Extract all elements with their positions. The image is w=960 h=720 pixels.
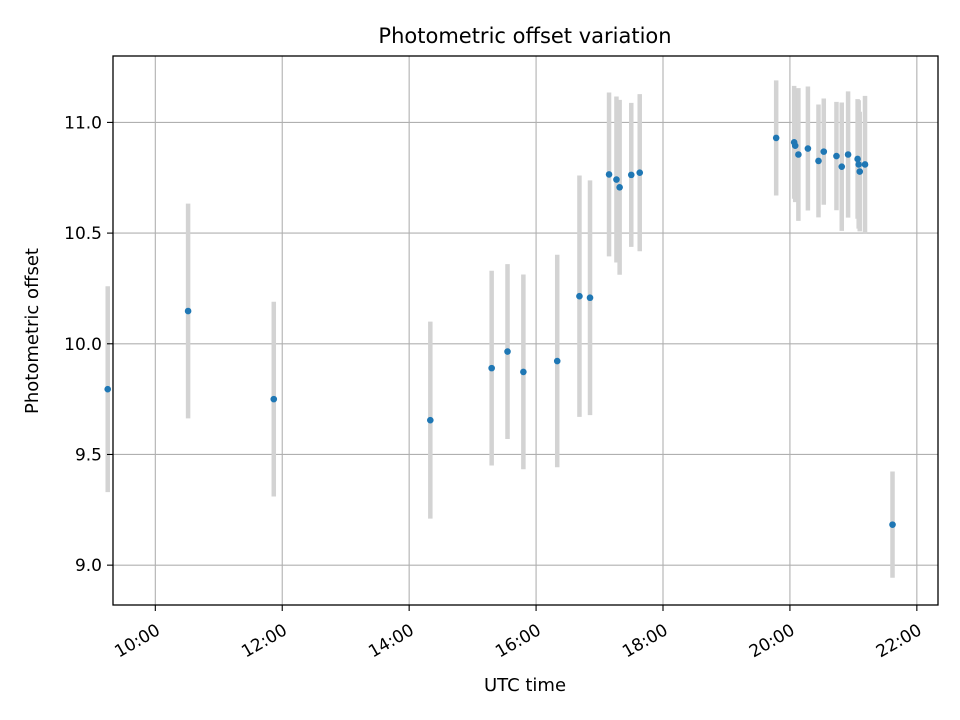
data-point	[838, 163, 846, 170]
data-point	[820, 148, 828, 155]
y-tick-label: 9.0	[75, 556, 102, 576]
data-point	[605, 171, 613, 178]
y-tick-label: 10.0	[64, 335, 102, 355]
data-point	[815, 157, 822, 165]
data-point	[427, 416, 434, 424]
data-point	[772, 134, 780, 142]
y-axis-label: Photometric offset	[22, 248, 43, 414]
y-tick-label: 11.0	[64, 113, 102, 133]
data-point	[889, 521, 896, 528]
x-axis-label: UTC time	[484, 675, 566, 696]
data-point	[861, 161, 869, 168]
data-point	[586, 294, 594, 302]
data-point	[616, 183, 623, 191]
data-point	[844, 151, 852, 158]
data-point	[504, 348, 511, 355]
data-point	[795, 151, 802, 158]
y-axis-ticks: 9.0 9.5 10.0 10.5 11.0	[64, 113, 113, 576]
data-point	[520, 368, 527, 376]
data-point	[270, 395, 278, 403]
data-point	[488, 364, 495, 372]
plot-frame	[112, 55, 939, 606]
data-point	[553, 357, 561, 365]
data-point	[833, 152, 840, 160]
data-point	[854, 155, 861, 163]
data-point	[576, 292, 583, 300]
data-points	[104, 134, 896, 528]
y-tick-label: 9.5	[75, 445, 102, 465]
data-point	[104, 385, 112, 393]
data-point	[184, 307, 192, 315]
data-point	[804, 145, 812, 152]
data-point	[636, 169, 644, 176]
data-point	[627, 171, 635, 179]
data-point	[855, 161, 862, 168]
y-tick-label: 10.5	[64, 224, 102, 244]
data-point	[856, 168, 864, 175]
chart-title: Photometric offset variation	[378, 24, 671, 48]
data-point	[613, 176, 620, 183]
data-point	[791, 142, 799, 149]
